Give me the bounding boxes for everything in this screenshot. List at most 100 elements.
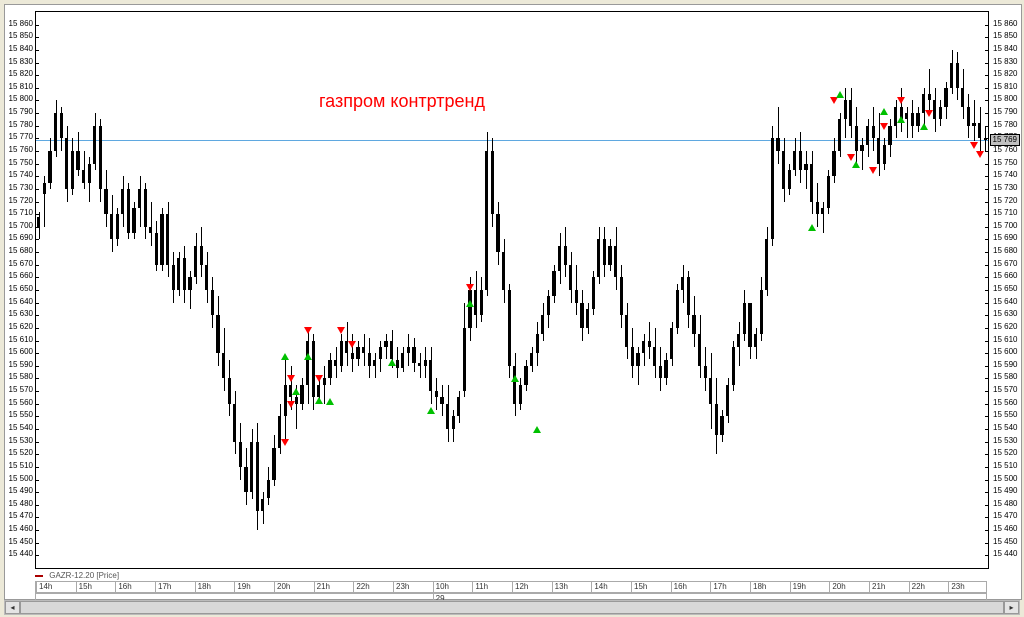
candle-body [362,347,365,353]
horizontal-scrollbar[interactable]: ◂ ▸ [4,600,1020,615]
candle-body [155,233,158,265]
candle-body [485,151,488,290]
candle-body [866,126,869,145]
y-tick-label: 15 730 [5,184,35,192]
candle-body [418,363,421,366]
y-tick-label: 15 750 [991,159,1021,167]
y-tick-label: 15 450 [991,538,1021,546]
candle-body [939,107,942,120]
y-tick-label: 15 650 [5,285,35,293]
candle-body [211,290,214,315]
y-tick-label: 15 630 [991,310,1021,318]
x-hour-cell: 21h [314,582,354,592]
y-tick-label: 15 660 [991,272,1021,280]
x-hour-cell: 19h [234,582,274,592]
scrollbar-thumb[interactable] [20,601,1004,614]
candle-body [446,404,449,429]
candle-body [653,347,656,366]
candle-body [65,138,68,189]
candle-body [911,113,914,126]
candle-body [457,397,460,416]
candle-body [351,353,354,359]
y-tick-label: 15 590 [5,361,35,369]
sell-marker-icon [315,375,323,382]
y-tick-label: 15 800 [991,95,1021,103]
y-tick-label: 15 470 [5,512,35,520]
candle-body [771,138,774,239]
buy-marker-icon [315,397,323,404]
candle-body [704,366,707,379]
candle-body [43,183,46,194]
y-tick-label: 15 760 [5,146,35,154]
y-axis-left: 15 44015 45015 46015 47015 48015 49015 5… [5,11,35,567]
candle-body [379,347,382,360]
candle-body [541,315,544,334]
candle-body [575,290,578,303]
candle-wick [823,202,824,234]
candle-wick [151,202,152,246]
y-tick-label: 15 610 [5,336,35,344]
y-tick-label: 15 460 [5,525,35,533]
scroll-left-button[interactable]: ◂ [5,601,20,614]
y-tick-label: 15 810 [991,83,1021,91]
candle-body [552,271,555,296]
y-tick-label: 15 660 [5,272,35,280]
candle-body [188,277,191,290]
buy-marker-icon [897,116,905,123]
candle-body [603,239,606,264]
y-tick-label: 15 460 [991,525,1021,533]
plot-area[interactable]: газпром контртренд 15 769 [35,11,989,569]
candle-body [435,391,438,397]
sell-marker-icon [970,142,978,149]
y-tick-label: 15 810 [5,83,35,91]
y-tick-label: 15 750 [5,159,35,167]
x-hour-cell: 13h [552,582,592,592]
y-tick-label: 15 850 [991,32,1021,40]
y-tick-label: 15 790 [991,108,1021,116]
y-tick-label: 15 530 [991,437,1021,445]
candle-body [586,309,589,328]
buy-marker-icon [388,359,396,366]
candle-body [317,385,320,398]
candle-body [183,258,186,290]
scroll-right-button[interactable]: ▸ [1004,601,1019,614]
candle-body [239,442,242,467]
candle-body [368,353,371,366]
candle-body [642,341,645,354]
candle-body [888,126,891,145]
y-tick-label: 15 500 [991,475,1021,483]
candle-body [720,416,723,435]
candle-body [71,151,74,189]
candle-wick [929,69,930,113]
candle-body [844,100,847,119]
x-hour-cell: 15h [631,582,671,592]
chart-legend: GAZR-12.20 [Price] [35,571,119,580]
y-tick-label: 15 450 [5,538,35,546]
candle-body [558,246,561,271]
candle-body [93,126,96,164]
candle-body [463,328,466,391]
candle-body [726,385,729,417]
y-tick-label: 15 860 [5,20,35,28]
y-tick-label: 15 570 [5,386,35,394]
y-tick-label: 15 520 [5,449,35,457]
x-hour-cell: 20h [829,582,869,592]
candle-body [799,151,802,170]
y-tick-label: 15 610 [991,336,1021,344]
y-tick-label: 15 780 [5,121,35,129]
legend-label: GAZR-12.20 [Price] [49,571,119,580]
candle-body [440,397,443,403]
candle-body [306,341,309,385]
candle-body [222,353,225,378]
buy-marker-icon [292,388,300,395]
x-hour-cell: 19h [790,582,830,592]
sell-marker-icon [925,110,933,117]
candle-body [37,217,40,227]
candle-body [502,252,505,290]
candle-wick [778,107,779,164]
candle-body [110,214,113,239]
y-tick-label: 15 490 [991,487,1021,495]
y-tick-label: 15 850 [5,32,35,40]
candle-body [149,227,152,233]
y-tick-label: 15 780 [991,121,1021,129]
